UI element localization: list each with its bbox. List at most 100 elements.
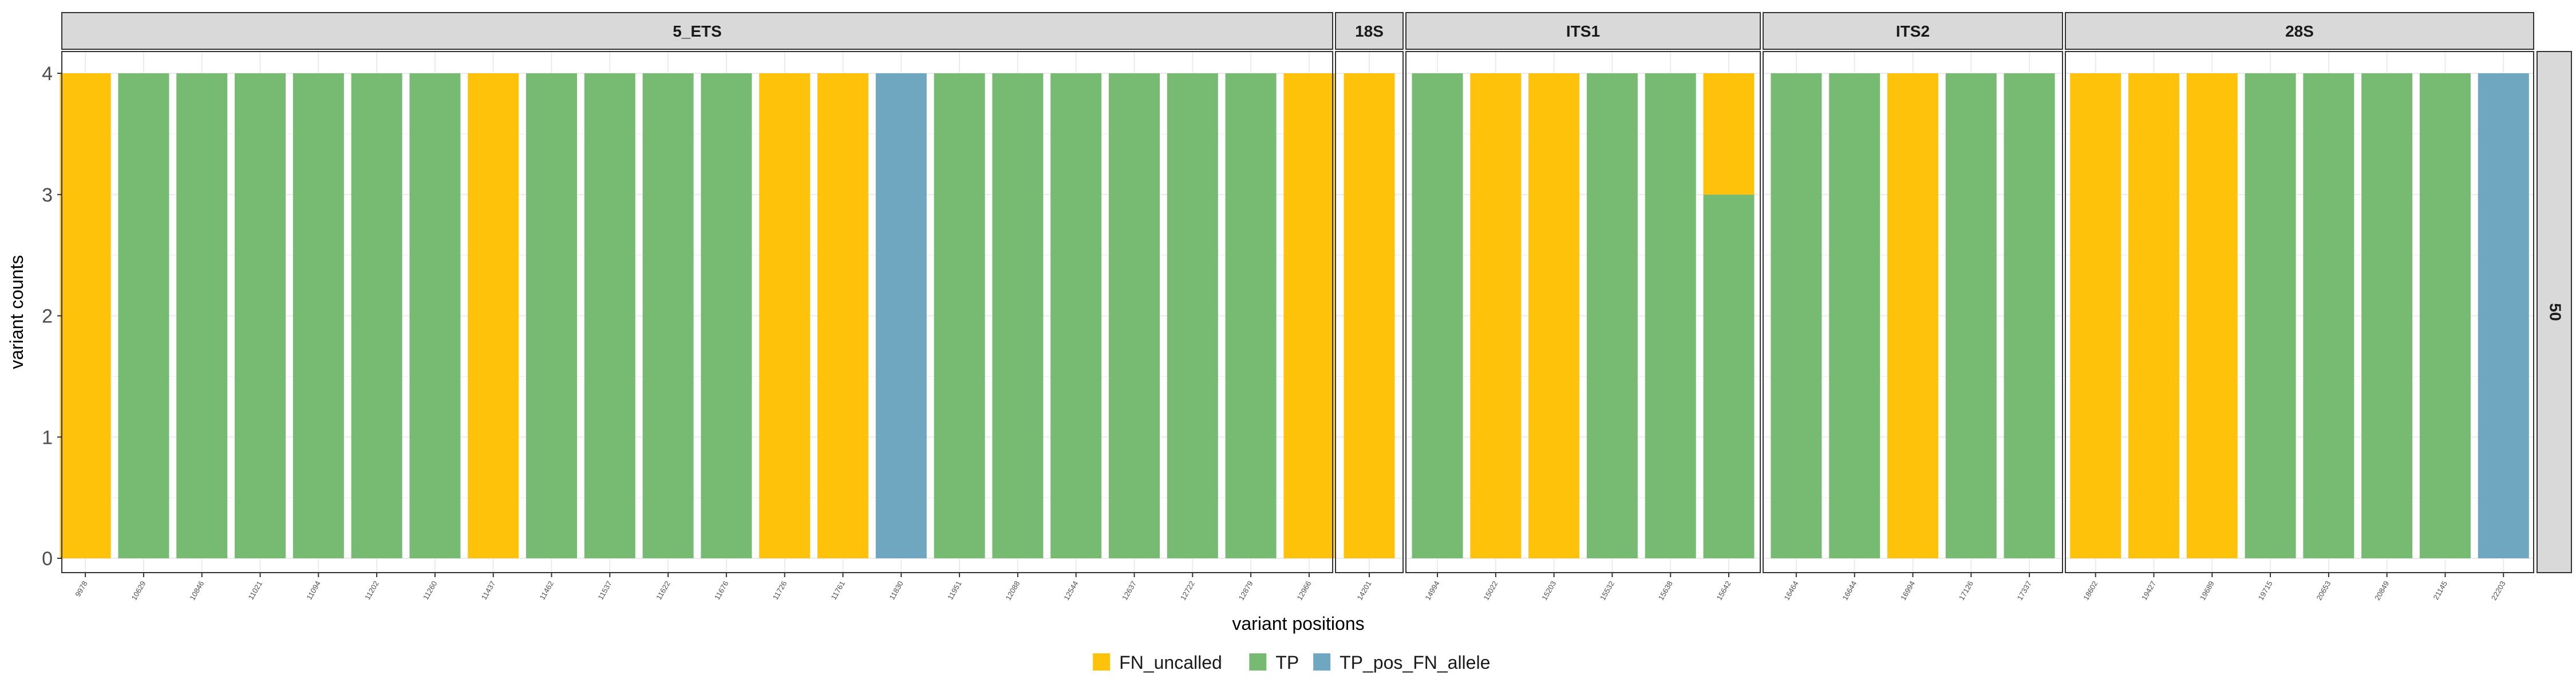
bar-5_ets-11761-fn_uncalled [817, 73, 868, 558]
x-tick-label: 11726 [771, 579, 789, 601]
x-tick-label: 17126 [1957, 579, 1975, 602]
bar-its2-16994-fn_uncalled [1887, 73, 1938, 558]
x-axis-title: variant positions [1232, 613, 1364, 634]
legend-key [1313, 653, 1331, 671]
facet-strip-label: ITS1 [1566, 22, 1600, 40]
x-tick-label: 19427 [2140, 579, 2158, 602]
bar-5_ets-11094-tp [293, 73, 344, 558]
x-tick-label: 11094 [305, 579, 322, 601]
panel-border [1763, 51, 2063, 573]
x-tick-label: 10846 [188, 579, 206, 602]
x-tick-label: 11462 [538, 579, 556, 601]
bar-its2-17337-tp [2004, 73, 2055, 558]
x-tick-label: 11260 [421, 579, 439, 601]
facet-strip-label: ITS2 [1896, 22, 1930, 40]
bar-28s-19427-fn_uncalled [2128, 73, 2179, 558]
bar-5_ets-11537-tp [584, 73, 635, 558]
bar-28s-18602-fn_uncalled [2070, 73, 2121, 558]
x-tick-label: 15203 [1540, 579, 1558, 602]
panel-18s: 14201 18S [1335, 12, 1404, 602]
x-tick-label: 9978 [73, 579, 89, 598]
panels-layer: 9978 10629 10846 11021 11094 11202 11260 11437 1… [60, 12, 2534, 602]
bar-5_ets-10629-tp [118, 73, 169, 558]
y-tick-label: 1 [42, 427, 53, 448]
bar-5_ets-12637-tp [1109, 73, 1160, 558]
y-tick-label: 3 [42, 184, 53, 206]
x-tick-label: 11437 [480, 579, 497, 601]
facet-strip-label: 28S [2285, 22, 2314, 40]
x-tick-label: 22203 [2490, 579, 2507, 602]
bar-5_ets-11726-fn_uncalled [759, 73, 811, 558]
bar-5_ets-11462-tp [526, 73, 577, 558]
x-tick-label: 20653 [2314, 579, 2332, 602]
bar-its1-15638-tp [1645, 73, 1696, 558]
y-tick-label: 2 [42, 306, 53, 328]
x-tick-label: 16644 [1840, 579, 1858, 602]
x-tick-label: 14201 [1356, 579, 1373, 602]
x-tick-label: 10629 [129, 579, 147, 602]
bar-5_ets-11951-tp [934, 73, 985, 558]
legend-key [1249, 653, 1267, 671]
facet-strip [1763, 12, 2063, 50]
bar-5_ets-11021-tp [235, 73, 286, 558]
y-tick-label: 0 [42, 548, 53, 570]
legend-item-tp: TP [1249, 652, 1299, 673]
bar-its1-14994-tp [1412, 73, 1463, 558]
legend-item-tp_pos_fn_allele: TP_pos_FN_allele [1313, 652, 1490, 673]
legend: FN_uncalled TP TP_pos_FN_allele [1093, 652, 1490, 673]
bar-28s-20653-tp [2303, 73, 2354, 558]
x-tick-label: 18602 [2081, 579, 2099, 602]
bar-5_ets-10846-tp [176, 73, 228, 558]
panel-28s: 18602 19427 19689 19715 20653 20849 21145 22203… [2065, 12, 2534, 602]
x-tick-label: 16994 [1899, 579, 1917, 602]
bar-5_ets-9978-fn_uncalled [60, 73, 111, 558]
bar-5_ets-11676-tp [701, 73, 752, 558]
x-tick-label: 11021 [247, 579, 264, 601]
panel-border [61, 51, 1333, 573]
bar-28s-19689-fn_uncalled [2186, 73, 2238, 558]
x-tick-label: 11202 [363, 579, 381, 601]
facet-strip-label: 5_ETS [673, 22, 722, 40]
bar-its2-17126-tp [1945, 73, 1997, 558]
row-strip-label: 50 [2547, 303, 2565, 321]
bar-its1-15642-tp [1703, 194, 1755, 558]
x-tick-label: 12544 [1062, 579, 1080, 602]
x-tick-label: 11622 [654, 579, 672, 601]
bar-18s-14201-fn_uncalled [1344, 73, 1395, 558]
x-tick-label: 20849 [2373, 579, 2391, 602]
y-axis-title: variant counts [6, 255, 27, 369]
x-tick-label: 11676 [713, 579, 730, 601]
x-tick-label: 12966 [1295, 579, 1313, 602]
x-tick-label: 17337 [2016, 579, 2033, 602]
bar-its1-15022-fn_uncalled [1470, 73, 1522, 558]
x-tick-label: 15532 [1598, 579, 1616, 602]
x-tick-label: 14994 [1424, 579, 1441, 602]
x-tick-label: 11951 [946, 579, 963, 601]
bar-28s-22203-tp_pos_fn_allele [2478, 73, 2529, 558]
x-tick-label: 12722 [1179, 579, 1196, 602]
legend-key [1093, 653, 1111, 671]
row-strip-box [2537, 51, 2572, 573]
bar-5_ets-11202-tp [351, 73, 402, 558]
row-strip: 50 [2537, 51, 2572, 573]
x-tick-label: 11537 [596, 579, 614, 601]
facet-strip-label: 18S [1355, 22, 1384, 40]
x-tick-label: 12088 [1003, 579, 1021, 602]
x-tick-label: 15642 [1715, 579, 1733, 602]
panel-border [1335, 51, 1404, 573]
facet-strip [2065, 12, 2534, 50]
facet-strip [61, 12, 1333, 50]
x-tick-label: 11761 [829, 579, 847, 601]
bar-28s-21145-tp [2420, 73, 2471, 558]
panel-5_ets: 9978 10629 10846 11021 11094 11202 11260 11437 1… [60, 12, 1335, 602]
bar-its2-16644-tp [1829, 73, 1880, 558]
facet-strip [1335, 12, 1404, 50]
panel-border [2065, 51, 2534, 573]
x-tick-label: 15022 [1481, 579, 1499, 602]
legend-label: FN_uncalled [1119, 652, 1222, 673]
bar-its1-15642-fn_uncalled [1703, 73, 1755, 195]
bar-28s-19715-tp [2245, 73, 2296, 558]
x-tick-label: 19689 [2198, 579, 2216, 602]
x-tick-label: 15638 [1657, 579, 1674, 602]
